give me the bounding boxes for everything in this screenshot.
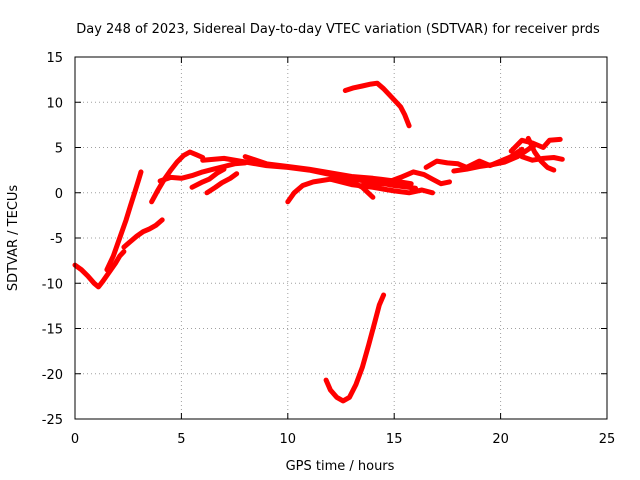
data-series: [72, 80, 565, 404]
series-early-ramp: [104, 169, 144, 273]
y-tick-label: 5: [55, 142, 63, 157]
x-tick-label: 5: [177, 432, 185, 447]
y-tick-label: -10: [42, 277, 63, 292]
series-morning-band-b: [189, 166, 227, 190]
series-afternoon-low: [327, 176, 435, 196]
tick-labels: 0 5 10 15 20 25 -25 -20 -15 -10 -5 0 5 10 15: [42, 51, 616, 447]
series-evening-rise: [423, 146, 525, 170]
y-tick-label: 15: [46, 51, 63, 66]
series-late-cluster-c: [525, 135, 557, 173]
y-tick-label: 10: [46, 96, 63, 111]
series-late-cluster-b: [519, 154, 565, 163]
y-tick-label: -20: [42, 368, 63, 383]
x-tick-label: 20: [492, 432, 509, 447]
series-evening-band: [451, 142, 538, 174]
x-tick-label: 25: [599, 432, 616, 447]
y-tick-label: 0: [55, 187, 63, 202]
axis-ticks: [74, 56, 608, 420]
series-morning-band-a: [157, 160, 248, 184]
y-tick-label: -15: [42, 323, 63, 338]
chart-title: Day 248 of 2023, Sidereal Day-to-day VTE…: [76, 22, 600, 37]
grid-lines: [75, 57, 607, 419]
x-tick-label: 0: [71, 432, 79, 447]
y-tick-label: -25: [42, 413, 63, 428]
series-morning-climb: [149, 149, 206, 205]
series-early-low: [72, 249, 127, 290]
series-dip-segment: [204, 171, 240, 196]
series-deep-trough: [323, 292, 387, 404]
x-axis-label: GPS time / hours: [286, 459, 395, 474]
series-early-mid: [121, 217, 165, 250]
x-tick-label: 15: [386, 432, 403, 447]
series-afternoon-mid: [359, 169, 452, 188]
series-late-cluster-a: [508, 136, 563, 154]
y-tick-label: -5: [50, 232, 63, 247]
y-axis-label: SDTVAR / TECUs: [6, 185, 21, 292]
series-high-arc: [342, 80, 412, 129]
x-tick-label: 10: [280, 432, 297, 447]
